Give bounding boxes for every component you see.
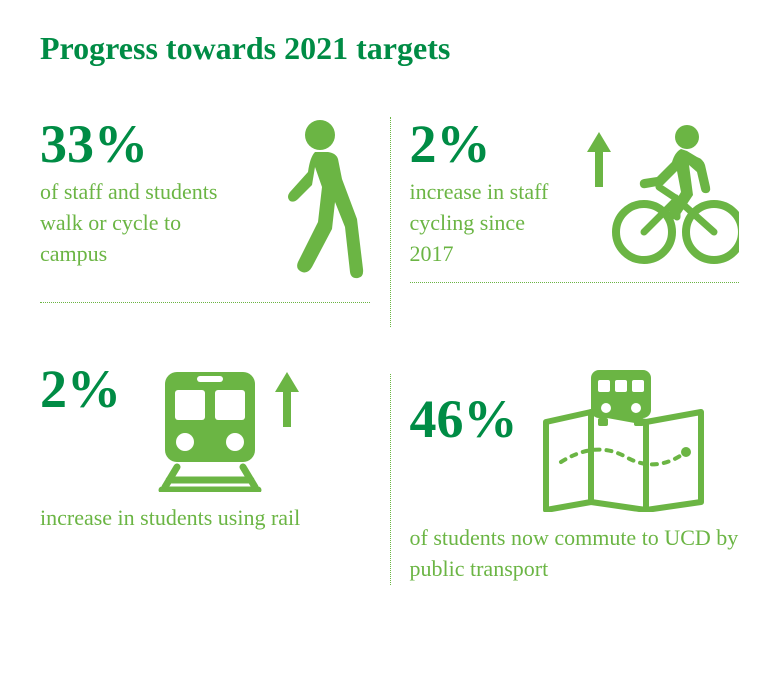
walking-person-icon [260,117,370,292]
horizontal-divider [410,282,740,283]
stat-card-public-transport: 46% [410,352,740,585]
stat-desc: of staff and students walk or cycle to c… [40,177,242,269]
page-title: Progress towards 2021 targets [40,30,739,67]
stat-card-rail: 2% increase in students using r [40,352,370,585]
horizontal-divider [40,302,370,303]
stat-desc: increase in students using rail [40,503,370,534]
train-up-icon [147,362,317,497]
stat-desc: increase in staff cycling since 2017 [410,177,552,269]
stat-value: 2% [40,362,121,416]
stat-value: 46% [410,392,518,446]
vertical-divider-bottom [390,374,391,584]
bus-map-icon [536,362,716,517]
cyclist-up-icon [569,117,739,272]
stats-grid: 33% of staff and students walk or cycle … [40,117,739,585]
stat-card-walk-cycle: 33% of staff and students walk or cycle … [40,117,370,317]
stat-value: 2% [410,117,552,171]
vertical-divider-top [390,117,391,327]
stat-value: 33% [40,117,242,171]
stat-card-cycling: 2% increase in staff cycling since 2017 [410,117,740,317]
stat-desc: of students now commute to UCD by public… [410,523,740,585]
